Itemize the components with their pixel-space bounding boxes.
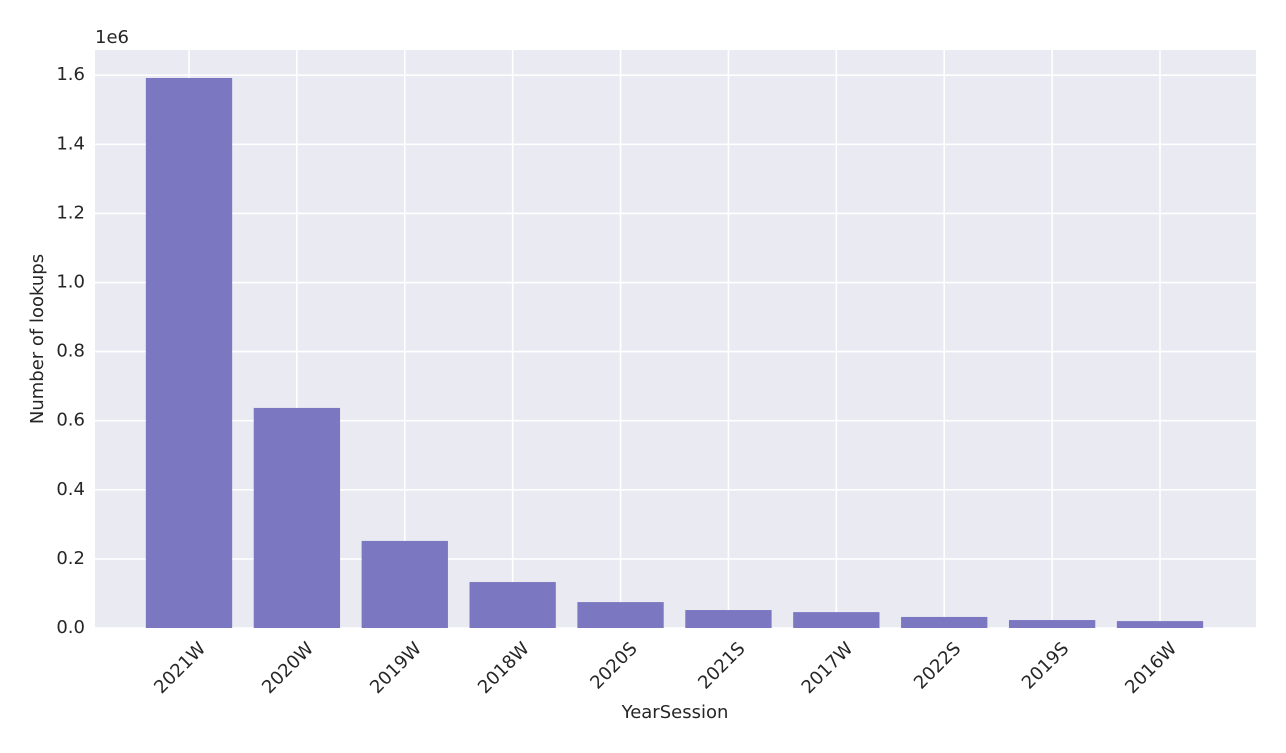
x-tick-label: 2021W (150, 638, 210, 698)
y-tick-label: 1.6 (56, 64, 85, 85)
x-tick-label: 2019W (366, 638, 426, 698)
y-tick-label: 1.2 (56, 202, 85, 223)
y-tick-label: 0.8 (56, 341, 85, 362)
bar (577, 602, 664, 628)
x-tick-label: 2019S (1018, 638, 1073, 693)
y-tick-label: 0.0 (56, 617, 85, 638)
x-tick-label: 2020W (258, 638, 318, 698)
x-tick-label: 2020S (586, 638, 641, 693)
offset-label: 1e6 (95, 27, 129, 48)
bar (1008, 620, 1096, 628)
x-tick-label: 2021S (694, 638, 749, 693)
x-axis-label: YearSession (621, 702, 729, 723)
bar (901, 616, 988, 628)
y-tick-label: 0.6 (56, 410, 85, 431)
y-tick-label: 1.4 (56, 133, 85, 154)
x-tick-label: 2016W (1121, 638, 1181, 698)
bar (361, 540, 448, 628)
bar (1116, 621, 1204, 628)
x-tick-label: 2018W (474, 638, 534, 698)
y-tick-label: 0.4 (56, 479, 85, 500)
x-tick-label: 2022S (910, 638, 965, 693)
bar (469, 582, 556, 628)
y-tick-label: 1.0 (56, 272, 85, 293)
bar (253, 407, 341, 628)
bar (145, 77, 233, 629)
y-axis-label: Number of lookups (27, 254, 48, 424)
x-tick-label: 2017W (798, 638, 858, 698)
bar (685, 610, 772, 628)
y-tick-label: 0.2 (56, 548, 85, 569)
bar (793, 612, 880, 628)
